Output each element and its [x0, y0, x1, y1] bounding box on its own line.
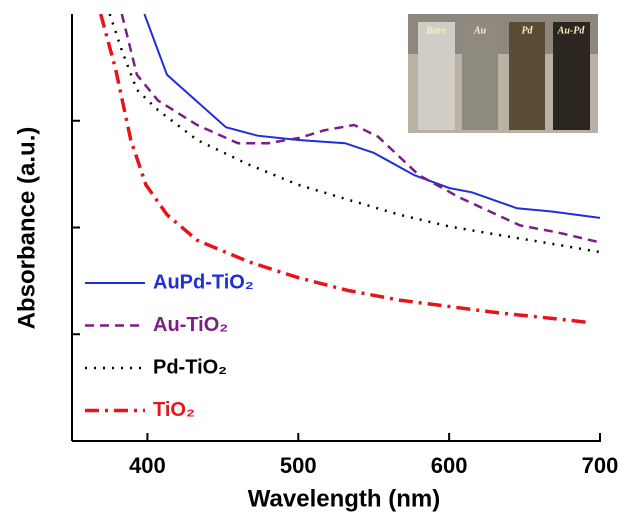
- series-line: [143, 14, 600, 219]
- inset-label: Bare: [425, 25, 447, 36]
- inset-label: Pd: [521, 25, 533, 36]
- inset-label: Au-Pd: [557, 25, 586, 36]
- series-line: [99, 14, 590, 325]
- legend-label: TiO₂: [153, 399, 195, 421]
- series-line: [120, 14, 600, 244]
- x-tick-label: 700: [582, 453, 619, 478]
- x-tick-label: 500: [280, 453, 317, 478]
- inset-label: Au: [473, 25, 487, 36]
- y-axis-title: Absorbance (a.u.): [13, 127, 40, 330]
- legend-label: AuPd-TiO₂: [153, 271, 254, 293]
- legend-label: Au-TiO₂: [153, 314, 228, 336]
- inset-photo: [408, 14, 598, 133]
- x-tick-label: 400: [129, 453, 166, 478]
- x-axis-title: Wavelength (nm): [248, 485, 440, 512]
- plot-lines: [99, 14, 600, 325]
- x-tick-label: 600: [431, 453, 468, 478]
- legend-label: Pd-TiO₂: [153, 356, 227, 378]
